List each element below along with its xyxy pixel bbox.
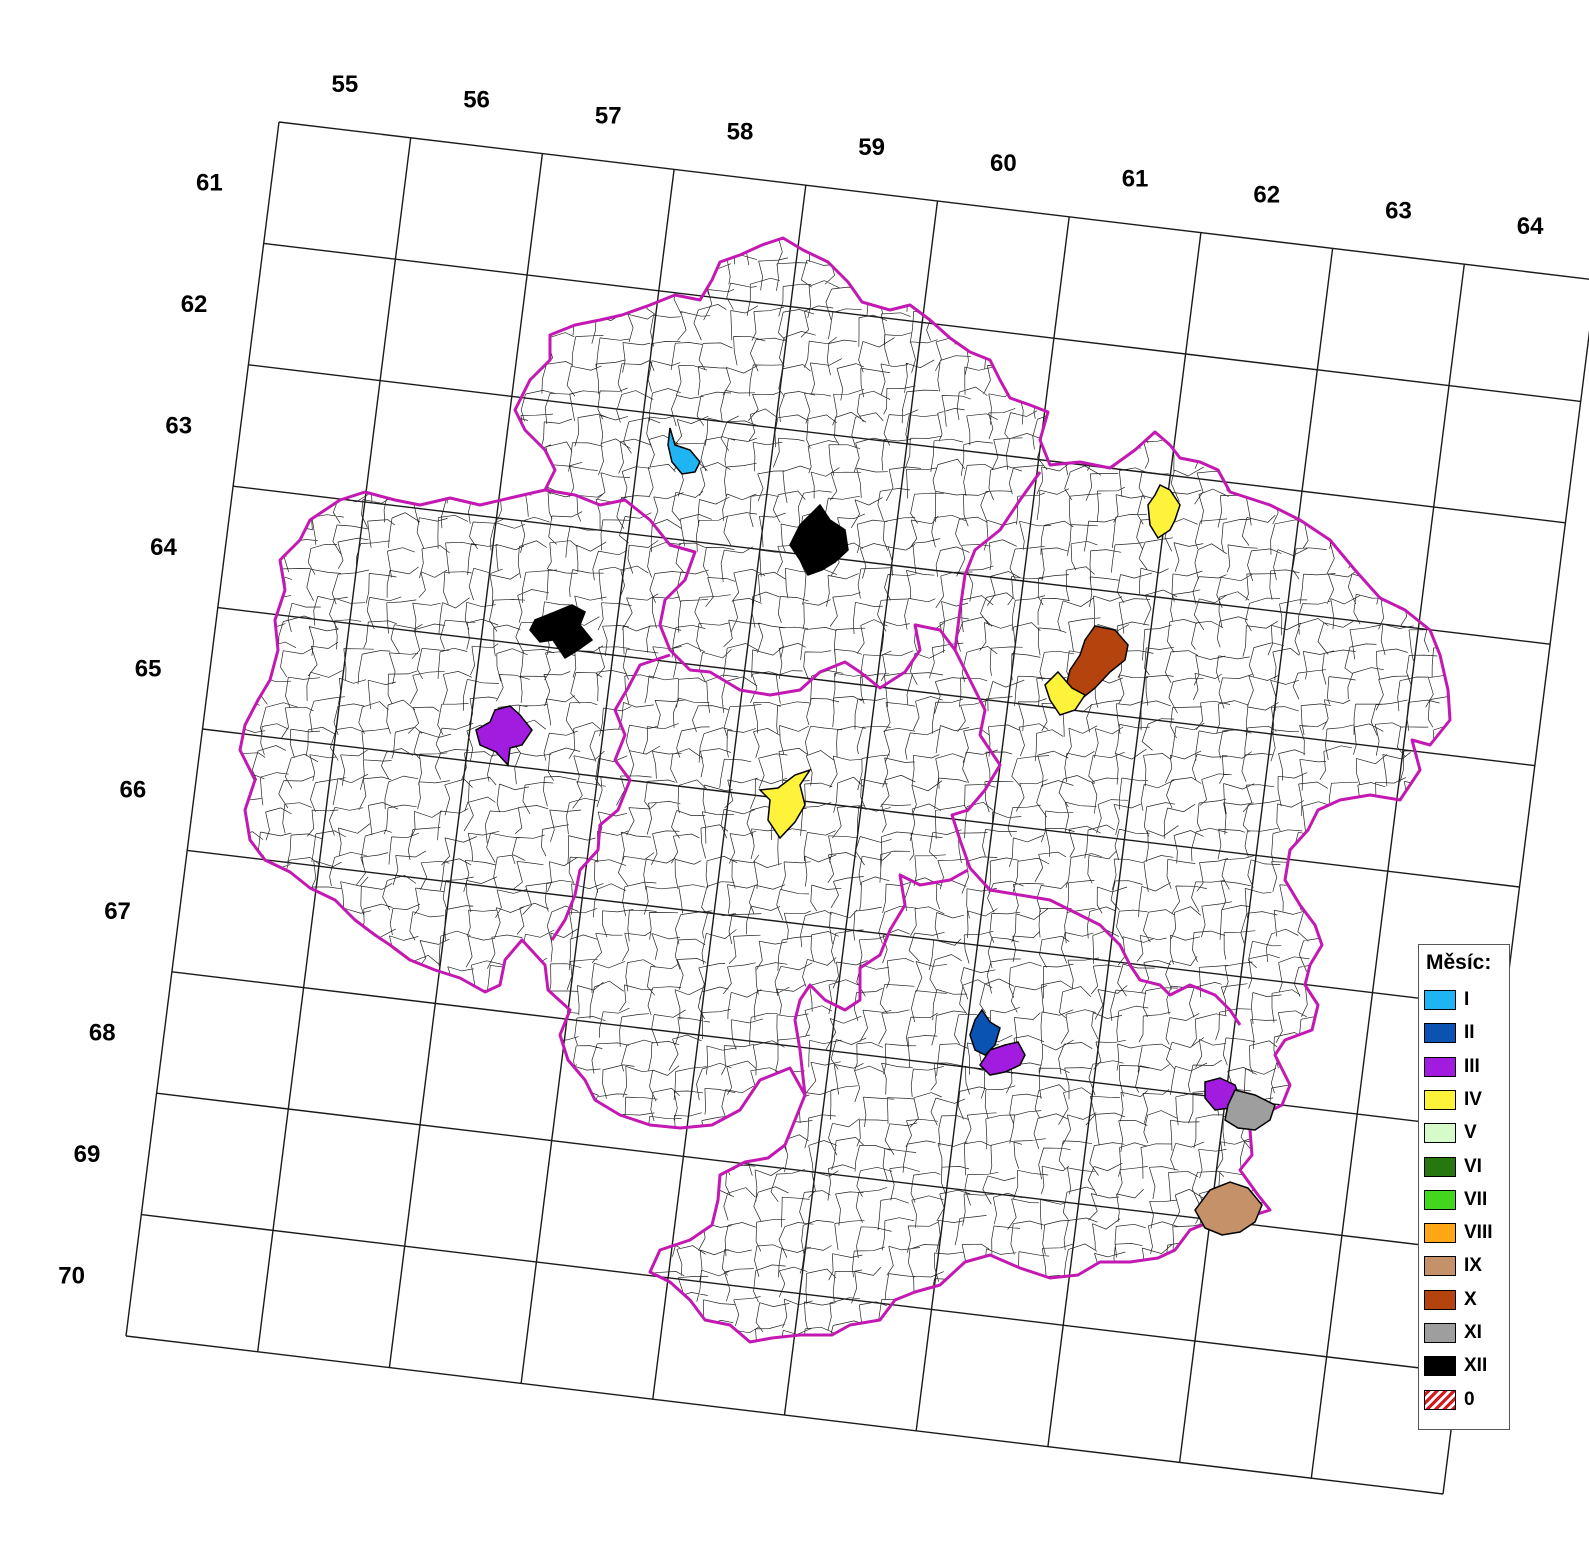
legend-swatch bbox=[1424, 1389, 1456, 1410]
grid-line bbox=[171, 971, 1489, 1131]
column-labels: 55 56 57 58 59 60 61 62 63 64 bbox=[331, 71, 1544, 240]
column-label: 64 bbox=[1517, 213, 1544, 240]
column-label: 58 bbox=[727, 118, 754, 145]
legend-item: XII bbox=[1424, 1355, 1487, 1377]
legend-swatch bbox=[1424, 1089, 1456, 1110]
grid-line bbox=[187, 849, 1505, 1010]
region-borders bbox=[238, 236, 1452, 1344]
region-internal-border-south bbox=[793, 868, 969, 1096]
legend-item: VI bbox=[1424, 1156, 1482, 1178]
legend-label: III bbox=[1464, 1055, 1480, 1077]
area-month-XII-north bbox=[789, 503, 849, 576]
row-label: 63 bbox=[165, 413, 192, 440]
legend-swatch bbox=[1424, 1056, 1456, 1077]
column-label: 57 bbox=[595, 103, 622, 130]
legend-swatch bbox=[1424, 1023, 1456, 1044]
legend-label: V bbox=[1464, 1122, 1477, 1144]
area-month-IX bbox=[1194, 1181, 1263, 1236]
area-month-I bbox=[667, 427, 701, 475]
column-label: 60 bbox=[990, 150, 1017, 177]
area-month-IV-north-east bbox=[1147, 483, 1181, 540]
row-label: 69 bbox=[74, 1141, 101, 1168]
area-month-III-west bbox=[475, 705, 533, 767]
column-label: 56 bbox=[463, 87, 490, 114]
row-label: 70 bbox=[58, 1262, 85, 1289]
legend-label: 0 bbox=[1464, 1388, 1475, 1410]
row-label: 62 bbox=[181, 291, 208, 318]
column-label: 55 bbox=[331, 71, 358, 98]
region-internal-border-north bbox=[544, 471, 1042, 697]
legend-swatch bbox=[1424, 1356, 1456, 1377]
legend-label: IV bbox=[1464, 1088, 1482, 1110]
legend-item: III bbox=[1424, 1056, 1480, 1078]
legend-item: IX bbox=[1424, 1255, 1482, 1277]
column-label: 62 bbox=[1253, 182, 1280, 209]
legend-label: X bbox=[1464, 1288, 1477, 1310]
region-internal-border-east bbox=[950, 649, 1242, 1026]
area-month-X bbox=[1064, 625, 1129, 701]
legend-label: VII bbox=[1464, 1188, 1488, 1210]
legend-swatch bbox=[1424, 1323, 1456, 1343]
grid-line bbox=[248, 364, 1566, 524]
legend-item: 0 bbox=[1424, 1389, 1475, 1411]
mapping-grid bbox=[125, 121, 1589, 1495]
row-label: 65 bbox=[135, 655, 162, 682]
column-label: 61 bbox=[1122, 166, 1149, 193]
legend-swatch bbox=[1424, 1156, 1456, 1177]
legend-swatch bbox=[1424, 1289, 1456, 1310]
row-label: 66 bbox=[119, 777, 146, 804]
grid-line bbox=[263, 242, 1581, 403]
legend-swatch bbox=[1424, 1223, 1456, 1244]
region-outer-border bbox=[238, 236, 1452, 1344]
legend-label: XI bbox=[1464, 1322, 1482, 1343]
legend-title: Měsíc: bbox=[1426, 951, 1492, 974]
legend-label: XII bbox=[1464, 1355, 1488, 1377]
legend-item: VIII bbox=[1424, 1222, 1493, 1244]
area-month-IV-center bbox=[758, 768, 812, 840]
row-label: 68 bbox=[89, 1020, 116, 1047]
legend-label: VI bbox=[1464, 1155, 1482, 1177]
legend-item: VII bbox=[1424, 1189, 1487, 1211]
row-label: 61 bbox=[196, 170, 223, 197]
legend-label: IX bbox=[1464, 1255, 1482, 1277]
legend-item: II bbox=[1424, 1022, 1475, 1044]
legend-item: X bbox=[1424, 1289, 1477, 1311]
area-month-XI bbox=[1224, 1089, 1276, 1131]
legend-label: VIII bbox=[1464, 1222, 1493, 1244]
grid-line bbox=[141, 1213, 1459, 1374]
legend-item: IV bbox=[1424, 1089, 1482, 1111]
area-month-III-south bbox=[979, 1041, 1026, 1076]
grid-line bbox=[125, 1335, 1444, 1495]
grid-line bbox=[278, 121, 1589, 280]
highlighted-municipalities bbox=[475, 427, 1276, 1236]
column-label: 63 bbox=[1385, 197, 1412, 224]
legend-label: II bbox=[1464, 1022, 1475, 1044]
legend-swatch bbox=[1424, 1123, 1456, 1144]
region-internal-border-west bbox=[550, 653, 671, 941]
legend-swatch bbox=[1424, 1189, 1456, 1210]
grid-line bbox=[202, 728, 1520, 888]
legend-item: V bbox=[1424, 1122, 1477, 1144]
legend-item: XI bbox=[1424, 1322, 1482, 1344]
legend-label: I bbox=[1464, 989, 1470, 1010]
area-month-II bbox=[969, 1008, 1001, 1056]
column-label: 59 bbox=[858, 134, 885, 161]
legend-item: I bbox=[1424, 989, 1469, 1011]
area-month-IV-east bbox=[1044, 670, 1087, 716]
row-labels: 61 62 63 64 65 66 67 68 69 70 bbox=[58, 170, 222, 1290]
legend: Měsíc: I II III IV V VI VII VIII IX X XI XII 0 bbox=[1418, 944, 1510, 1430]
row-label: 67 bbox=[104, 898, 131, 925]
row-label: 64 bbox=[150, 534, 177, 561]
legend-swatch bbox=[1424, 990, 1456, 1010]
grid-line bbox=[233, 485, 1551, 645]
legend-swatch bbox=[1424, 1256, 1456, 1277]
area-month-XII-west bbox=[529, 604, 594, 660]
